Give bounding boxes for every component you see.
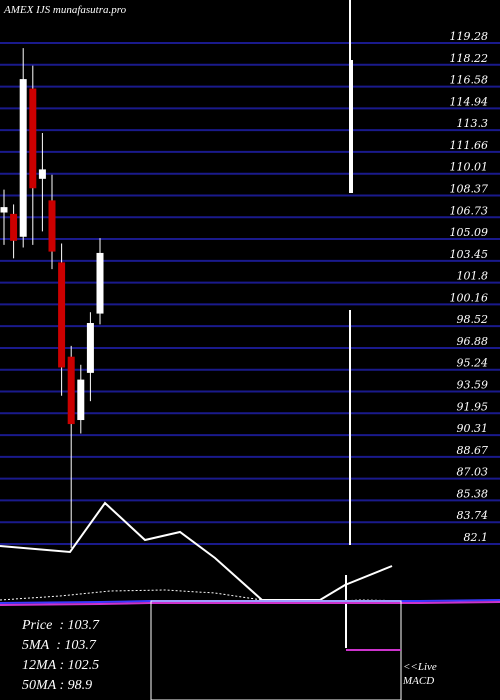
candle-up	[38, 169, 46, 179]
y-tick-label: 103.45	[450, 248, 489, 261]
y-tick-label: 118.22	[450, 52, 489, 65]
candle-down	[10, 213, 18, 241]
indicator-line	[0, 501, 393, 601]
price-label: Price	[22, 618, 53, 633]
stats-panel: Price : 103.7 5MA : 103.7 12MA : 102.5 5…	[22, 616, 99, 696]
candle-down	[67, 356, 75, 425]
candle-down	[48, 200, 56, 252]
y-tick-label: 98.52	[457, 313, 489, 326]
candle-up	[86, 323, 94, 373]
y-tick-label: 90.31	[457, 422, 489, 435]
y-tick-label: 96.88	[457, 335, 489, 348]
ma12-row: 12MA : 102.5	[22, 658, 100, 673]
live-label: <<Live MACD	[403, 660, 437, 688]
y-tick-label: 95.24	[457, 357, 489, 370]
y-tick-label: 88.67	[457, 444, 489, 457]
y-tick-label: 87.03	[457, 466, 489, 479]
ma5-label: 5MA	[22, 638, 50, 653]
y-tick-label: 116.58	[450, 74, 489, 87]
candle-up	[0, 207, 8, 213]
y-tick-label: 82.1	[464, 531, 489, 544]
macd-label: MACD	[403, 675, 435, 687]
indicator-line	[0, 589, 500, 603]
ma50-row: 50MA : 98.9	[22, 678, 93, 693]
y-tick-label: 105.09	[450, 226, 489, 239]
price-row: Price : 103.7	[22, 618, 100, 633]
y-tick-label: 111.66	[450, 139, 489, 152]
ma50-label: 50MA	[22, 678, 56, 693]
y-tick-label: 110.01	[450, 161, 489, 174]
ma12-value: 102.5	[67, 658, 100, 673]
y-tick-label: 91.95	[457, 400, 489, 413]
live-link[interactable]: <<Live	[403, 661, 437, 673]
ma5-value: 103.7	[64, 638, 96, 653]
ma12-label: 12MA	[22, 658, 56, 673]
y-tick-label: 85.38	[457, 487, 489, 500]
ma50-value: 98.9	[67, 678, 93, 693]
symbol-label: IJS	[36, 4, 51, 16]
y-tick-label: 113.3	[457, 117, 489, 130]
ma5-row: 5MA : 103.7	[22, 638, 96, 653]
y-tick-label: 108.37	[450, 182, 489, 195]
chart-header: AMEX IJS munafasutra.pro	[4, 4, 126, 16]
y-tick-label: 93.59	[457, 379, 489, 392]
indicator-line	[0, 601, 500, 606]
candle-down	[58, 262, 66, 368]
y-tick-label: 106.73	[450, 204, 489, 217]
y-tick-label: 83.74	[457, 509, 489, 522]
y-tick-label: 119.28	[450, 30, 489, 43]
y-tick-label: 101.8	[457, 270, 489, 283]
price-value: 103.7	[67, 618, 100, 633]
candle-down	[29, 88, 37, 189]
y-tick-label: 114.94	[450, 95, 489, 108]
site-label: munafasutra.pro	[52, 4, 127, 16]
candle-up	[77, 379, 85, 421]
candle-up	[96, 252, 104, 314]
candle-up	[19, 79, 27, 237]
y-tick-label: 100.16	[450, 291, 489, 304]
exchange-label: AMEX	[4, 4, 34, 16]
